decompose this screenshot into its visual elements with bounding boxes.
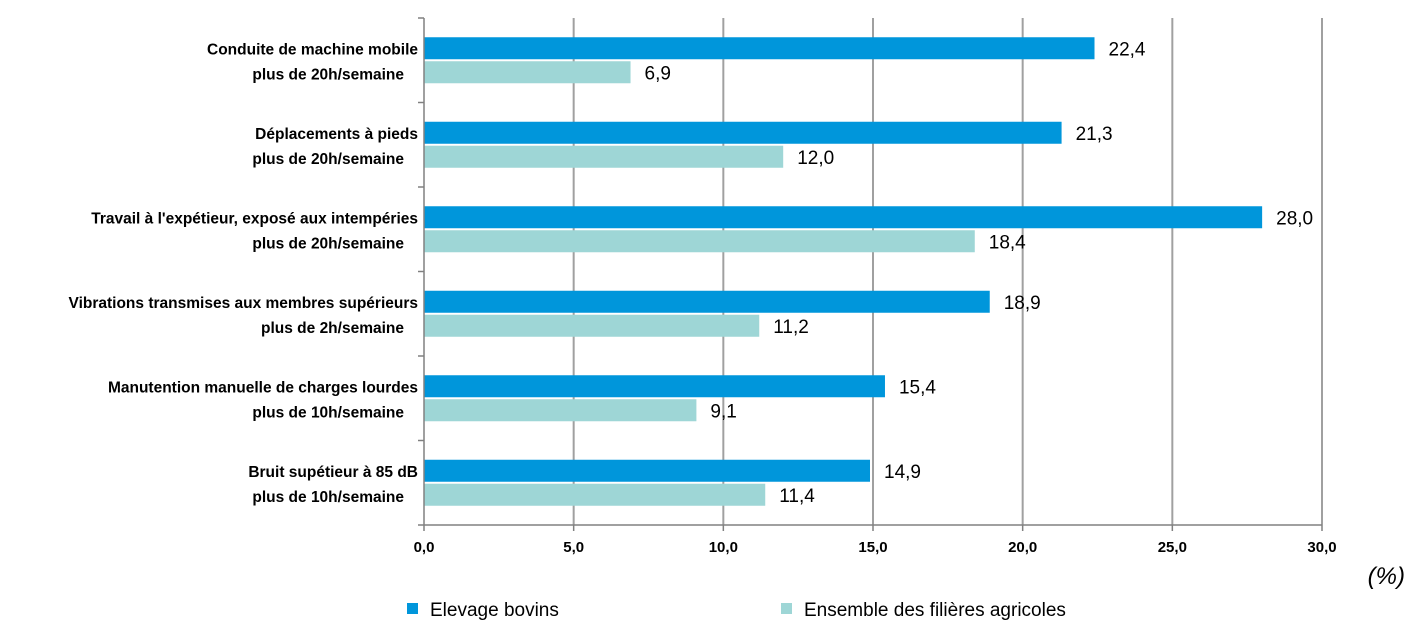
data-label: 14,9 [884,462,921,483]
data-label: 11,2 [773,317,809,338]
data-label: 22,4 [1109,39,1146,60]
category-label: plus de 2h/semaine [261,320,404,337]
category-label: Vibrations transmises aux membres supéri… [69,295,418,312]
unit-label: (%) [1368,563,1405,590]
legend-label: Elevage bovins [430,600,559,620]
bar-elevage-bovins [424,206,1263,229]
legend-swatch [407,603,418,614]
legend-label: Ensemble des filières agricoles [804,600,1066,620]
x-tick-label: 5,0 [563,539,584,556]
category-labels: Conduite de machine mobile plus de 20h/se… [69,41,419,506]
x-tick-label: 0,0 [414,539,435,556]
category-label: plus de 10h/semaine [252,404,404,421]
data-label: 6,9 [645,63,671,84]
data-label: 12,0 [797,148,834,169]
category-label: plus de 20h/semaine [252,66,404,83]
category-label: plus de 10h/semaine [252,489,404,506]
data-label: 18,4 [989,232,1026,253]
bars [424,37,1263,506]
bar-ensemble-filieres [424,399,697,422]
x-tick-label: 20,0 [1008,539,1037,556]
bar-ensemble-filieres [424,61,631,84]
legend: Elevage bovins Ensemble des filières agri… [407,600,1066,620]
x-tick-label: 15,0 [858,539,887,556]
gridlines [572,18,1323,525]
category-label: Bruit supétieur à 85 dB [248,464,418,481]
data-label: 21,3 [1076,124,1113,145]
data-label: 28,0 [1276,208,1313,229]
x-tick-label: 30,0 [1307,539,1336,556]
x-tick-label: 25,0 [1158,539,1187,556]
bar-ensemble-filieres [424,145,784,168]
bar-elevage-bovins [424,459,871,482]
bar-elevage-bovins [424,375,885,398]
category-label: Déplacements à pieds [255,126,418,143]
bar-ensemble-filieres [424,230,975,253]
bar-ensemble-filieres [424,314,760,337]
category-label: plus de 20h/semaine [252,151,404,168]
data-label: 11,4 [779,486,815,507]
category-label: Travail à l'expétieur, exposé aux intemp… [91,210,418,227]
data-label: 9,1 [710,401,736,422]
data-label: 15,4 [899,377,936,398]
x-axis: 0,0 5,0 10,0 15,0 20,0 25,0 30,0 [414,17,1337,556]
bar-ensemble-filieres [424,483,766,506]
value-labels: 22,4 6,9 21,3 12,0 28,0 18,4 18,9 11,2 15,4 9,1 14… [645,39,1314,507]
category-label: Manutention manuelle de charges lourdes [108,379,418,396]
bar-elevage-bovins [424,37,1095,60]
category-label: plus de 20h/semaine [252,235,404,252]
bar-elevage-bovins [424,290,990,313]
data-label: 18,9 [1004,293,1041,314]
x-tick-label: 10,0 [709,539,738,556]
bar-elevage-bovins [424,121,1062,144]
legend-swatch [781,603,792,614]
category-label: Conduite de machine mobile [207,41,418,58]
